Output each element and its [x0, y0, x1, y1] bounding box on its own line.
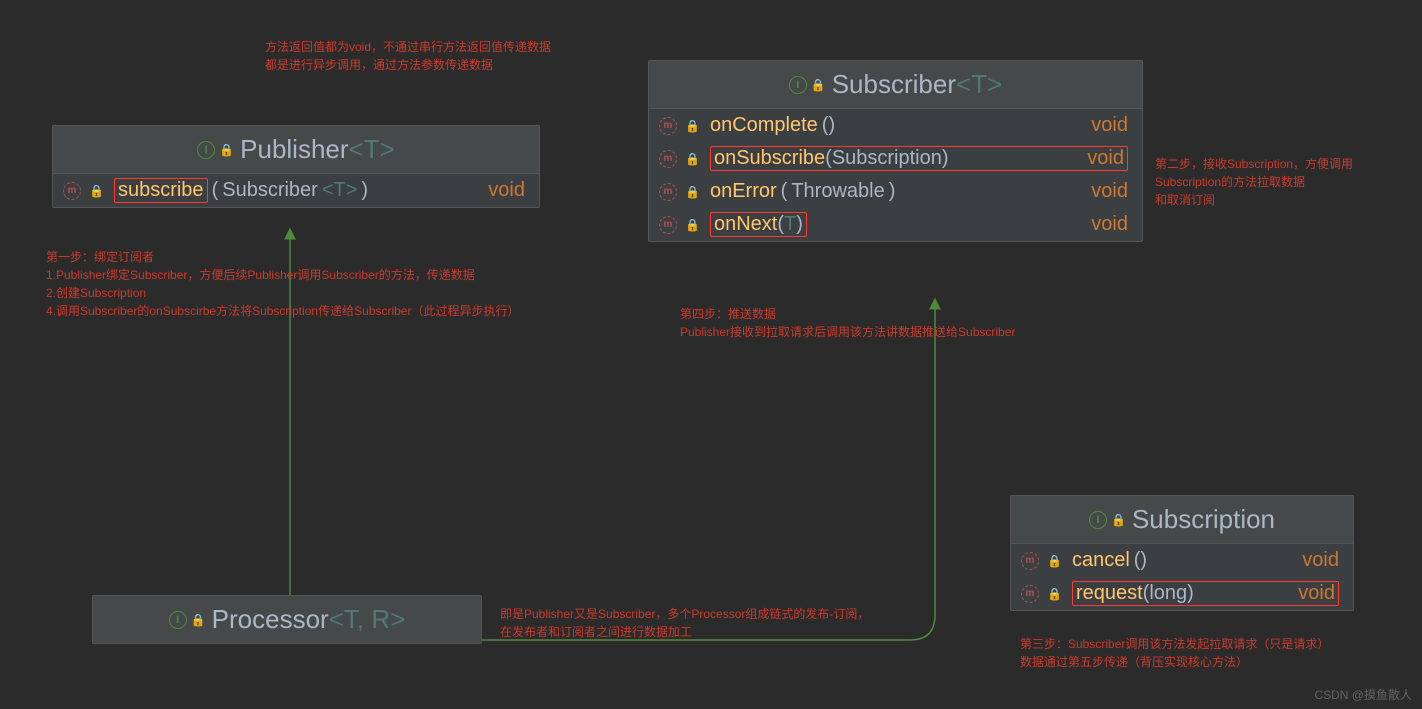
- highlight-onsubscribe: onSubscribe(Subscription) void: [710, 146, 1128, 171]
- watermark: CSDN @摸鱼散人: [1314, 686, 1412, 703]
- subscription-box: I 🔒 Subscription m 🔒 cancel() void m 🔒 r…: [1010, 495, 1354, 611]
- annotation-step4: 第四步：推送数据Publisher接收到拉取请求后调用该方法讲数据推送给Subs…: [680, 305, 1015, 341]
- lock-icon: 🔒: [685, 218, 700, 232]
- method-row: m 🔒 onComplete() void: [649, 109, 1142, 142]
- lock-icon: 🔒: [1047, 587, 1062, 601]
- method-icon: m: [659, 150, 677, 168]
- lock-icon: 🔒: [685, 152, 700, 166]
- highlight-request: request(long) void: [1072, 581, 1339, 606]
- highlight-subscribe: subscribe: [114, 178, 208, 203]
- processor-header: I 🔒 Processor<T, R>: [93, 596, 481, 643]
- annotation-top: 方法返回值都为void，不通过串行方法返回值传递数据都是进行异步调用，通过方法参…: [265, 38, 551, 74]
- subscription-title: Subscription: [1132, 504, 1275, 535]
- subscriber-box: I 🔒 Subscriber<T> m 🔒 onComplete() void …: [648, 60, 1143, 242]
- annotation-step3: 第三步：Subscriber调用该方法发起拉取请求（只是请求）数据通过第五步传递…: [1020, 635, 1329, 671]
- lock-icon: 🔒: [685, 119, 700, 133]
- lock-icon: 🔒: [685, 185, 700, 199]
- interface-icon: I: [1089, 511, 1107, 529]
- method-icon: m: [659, 216, 677, 234]
- annotation-processor: 即是Publisher又是Subscriber，多个Processor组成链式的…: [500, 605, 869, 641]
- method-icon: m: [1021, 552, 1039, 570]
- subscription-header: I 🔒 Subscription: [1011, 496, 1353, 544]
- processor-box: I 🔒 Processor<T, R>: [92, 595, 482, 644]
- processor-title: Processor<T, R>: [212, 604, 406, 635]
- method-row: m 🔒 onNext(T) void: [649, 208, 1142, 241]
- annotation-step1: 第一步：绑定订阅者 1.Publisher绑定Subscriber，方便后续Pu…: [46, 248, 519, 320]
- interface-icon: I: [169, 611, 187, 629]
- method-row: m 🔒 request(long) void: [1011, 577, 1353, 610]
- interface-icon: I: [197, 141, 215, 159]
- publisher-header: I 🔒 Publisher<T>: [53, 126, 539, 174]
- highlight-onnext: onNext(T): [710, 212, 807, 237]
- method-icon: m: [659, 117, 677, 135]
- lock-icon: 🔒: [89, 184, 104, 198]
- subscriber-title: Subscriber<T>: [832, 69, 1003, 100]
- lock-icon: 🔒: [811, 78, 826, 92]
- annotation-step2: 第二步，接收Subscription，方便调用Subscription的方法拉取…: [1155, 155, 1353, 209]
- interface-icon: I: [789, 76, 807, 94]
- lock-icon: 🔒: [1047, 554, 1062, 568]
- publisher-title: Publisher<T>: [240, 134, 395, 165]
- method-row: m 🔒 onError(Throwable) void: [649, 175, 1142, 208]
- lock-icon: 🔒: [191, 613, 206, 627]
- method-row: m 🔒 onSubscribe(Subscription) void: [649, 142, 1142, 175]
- method-row: m 🔒 cancel() void: [1011, 544, 1353, 577]
- method-icon: m: [63, 182, 81, 200]
- lock-icon: 🔒: [219, 143, 234, 157]
- subscriber-header: I 🔒 Subscriber<T>: [649, 61, 1142, 109]
- lock-icon: 🔒: [1111, 513, 1126, 527]
- method-icon: m: [659, 183, 677, 201]
- publisher-box: I 🔒 Publisher<T> m 🔒 subscribe (Subscrib…: [52, 125, 540, 208]
- method-row: m 🔒 subscribe (Subscriber<T>) void: [53, 174, 539, 207]
- method-icon: m: [1021, 585, 1039, 603]
